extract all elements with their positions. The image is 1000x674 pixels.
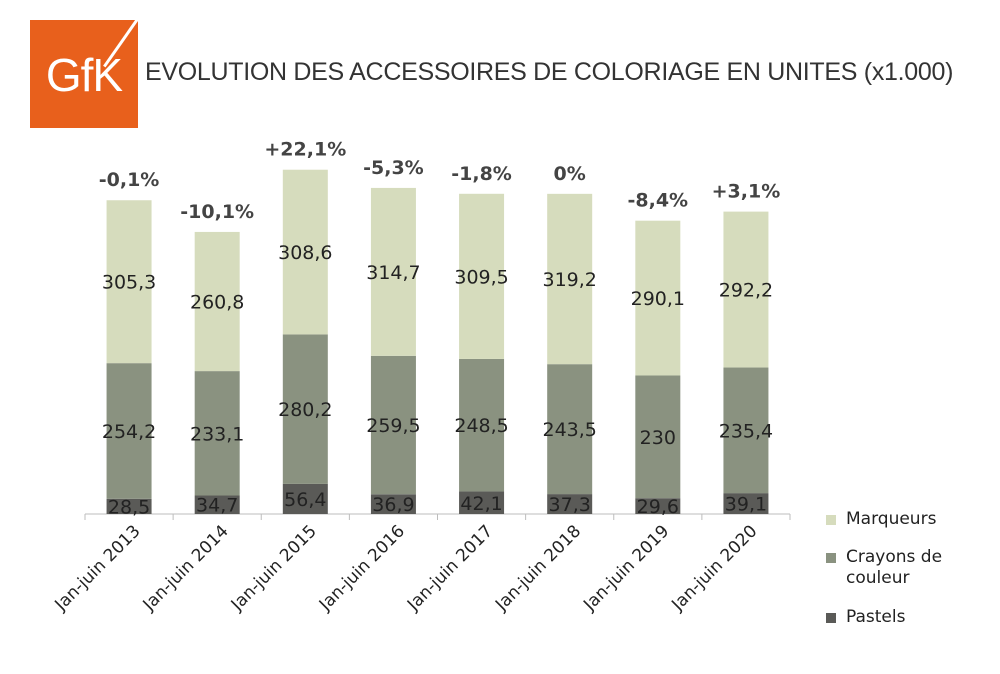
growth-label: 0% [554, 163, 586, 185]
growth-label: +3,1% [712, 181, 781, 203]
data-label: 308,6 [278, 242, 332, 264]
growth-label: -1,8% [451, 163, 512, 185]
bar-segment [106, 363, 152, 499]
chart-title: EVOLUTION DES ACCESSOIRES DE COLORIAGE E… [145, 58, 954, 86]
bar-segment [106, 200, 152, 364]
x-tick-label: Jan-juin 2018 [491, 521, 585, 615]
bar-segment [459, 491, 505, 514]
legend-swatch [826, 515, 836, 525]
x-tick-label: Jan-juin 2017 [403, 521, 497, 615]
growth-label: -5,3% [363, 157, 424, 179]
data-label: 56,4 [284, 489, 326, 511]
data-label: 39,1 [725, 494, 767, 516]
bar-segment [282, 483, 328, 514]
bar-segment [547, 193, 593, 365]
x-tick-label: Jan-juin 2013 [51, 521, 145, 615]
legend-label: couleur [846, 568, 909, 588]
data-label: 36,9 [372, 494, 414, 516]
data-label: 34,7 [196, 495, 238, 517]
growth-label: -0,1% [99, 169, 160, 191]
data-label: 29,6 [637, 496, 679, 518]
bar-segment [459, 358, 505, 492]
data-label: 260,8 [190, 292, 244, 314]
data-label: 254,2 [102, 421, 156, 443]
growth-label: +22,1% [264, 139, 346, 161]
data-label: 243,5 [542, 419, 596, 441]
bar-segment [723, 367, 769, 494]
data-label: 37,3 [549, 494, 591, 516]
bar-segment [194, 371, 240, 496]
bar-segment [370, 355, 416, 495]
data-label: 305,3 [102, 272, 156, 294]
x-tick-label: Jan-juin 2016 [315, 521, 409, 615]
data-label: 314,7 [366, 262, 420, 284]
data-label: 280,2 [278, 399, 332, 421]
x-tick-label: Jan-juin 2015 [227, 521, 321, 615]
bar-segment [194, 495, 240, 514]
gfk-logo: GfK [30, 20, 138, 128]
data-label: 235,4 [719, 420, 773, 442]
bar-segment [282, 169, 328, 335]
bar-segment [282, 334, 328, 484]
data-label: 42,1 [460, 493, 502, 515]
data-label: 259,5 [366, 415, 420, 437]
data-label: 28,5 [108, 496, 150, 518]
bar-segment [723, 211, 769, 368]
data-label: 309,5 [454, 266, 508, 288]
bar-segment [370, 494, 416, 514]
bar-segment [635, 220, 681, 376]
legend-label: Crayons de [846, 547, 942, 567]
bar-segment [723, 493, 769, 514]
bar-segment [370, 187, 416, 356]
data-label: 292,2 [719, 280, 773, 302]
legend-label: Pastels [846, 607, 906, 627]
bar-segment [635, 498, 681, 514]
legend-swatch [826, 613, 836, 623]
x-tick-label: Jan-juin 2019 [579, 521, 673, 615]
legend-swatch [826, 553, 836, 563]
data-label: 233,1 [190, 423, 244, 445]
growth-label: -10,1% [180, 201, 254, 223]
bar-segment [459, 193, 505, 359]
data-label: 230 [640, 427, 676, 449]
bar-segment [547, 364, 593, 495]
legend-label: Marqueurs [846, 509, 937, 529]
data-label: 290,1 [631, 288, 685, 310]
bar-segment [106, 498, 152, 514]
bar-segment [194, 231, 240, 372]
x-tick-label: Jan-juin 2020 [667, 521, 761, 615]
growth-label: -8,4% [628, 190, 689, 212]
bar-segment [547, 494, 593, 514]
bar-segment [635, 375, 681, 499]
data-label: 248,5 [454, 415, 508, 437]
data-label: 319,2 [542, 269, 596, 291]
x-tick-label: Jan-juin 2014 [139, 521, 233, 615]
